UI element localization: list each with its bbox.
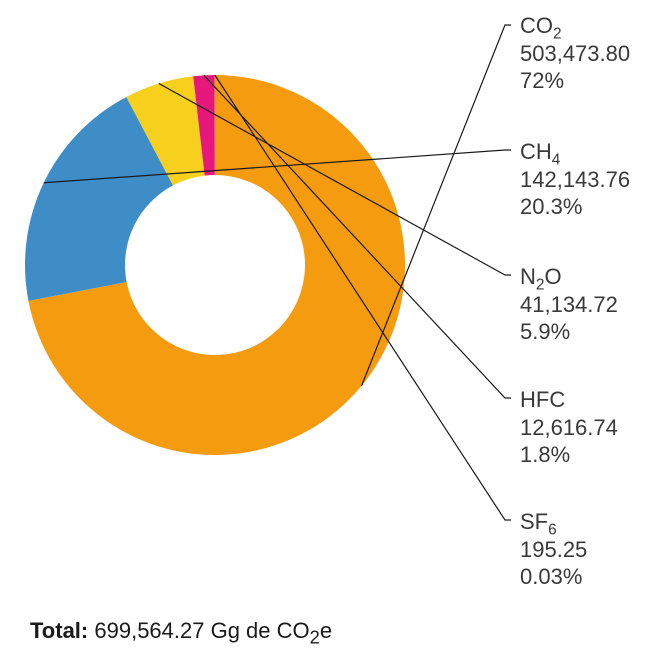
total-line: Total: 699,564.27 Gg de CO2e — [30, 618, 332, 648]
label-co2-value: 503,473.80 — [520, 41, 630, 66]
total-sub: 2 — [310, 626, 320, 647]
label-co2: CO2 503,473.80 72% — [520, 12, 630, 95]
label-hfc: HFC 12,616.74 1.8% — [520, 386, 618, 469]
label-n2o-name: N2O — [520, 264, 562, 289]
label-ch4: CH4 142,143.76 20.3% — [520, 138, 630, 221]
label-n2o: N2O 41,134.72 5.9% — [520, 263, 618, 346]
label-hfc-percent: 1.8% — [520, 442, 570, 467]
label-sf6-percent: 0.03% — [520, 564, 582, 589]
label-hfc-value: 12,616.74 — [520, 415, 618, 440]
label-sf6: SF6 195.25 0.03% — [520, 508, 587, 591]
label-n2o-value: 41,134.72 — [520, 292, 618, 317]
label-n2o-percent: 5.9% — [520, 319, 570, 344]
label-ch4-name: CH4 — [520, 139, 560, 164]
total-suffix: e — [320, 618, 332, 643]
label-sf6-name: SF6 — [520, 509, 557, 534]
label-co2-percent: 72% — [520, 68, 564, 93]
label-hfc-name: HFC — [520, 387, 565, 412]
label-ch4-percent: 20.3% — [520, 194, 582, 219]
emissions-donut-chart: CO2 503,473.80 72% CH4 142,143.76 20.3% … — [0, 0, 667, 670]
label-sf6-value: 195.25 — [520, 537, 587, 562]
label-co2-name: CO2 — [520, 13, 562, 38]
label-ch4-value: 142,143.76 — [520, 167, 630, 192]
total-value: 699,564.27 Gg de CO — [94, 618, 309, 643]
total-label: Total — [30, 618, 81, 643]
